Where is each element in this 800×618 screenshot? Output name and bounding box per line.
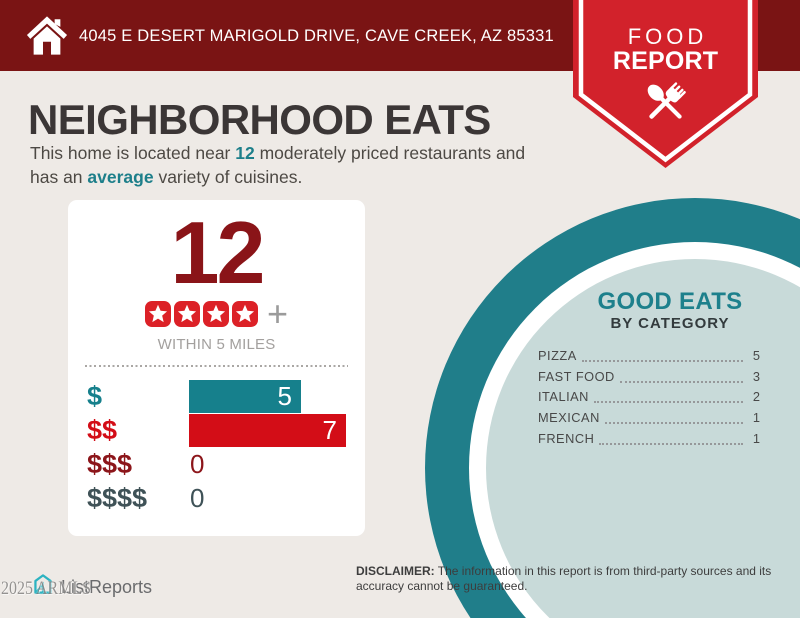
dashed-divider xyxy=(85,365,348,367)
disclaimer-line1: The information in this report is from t… xyxy=(437,564,772,578)
category-value: 2 xyxy=(752,389,760,405)
dotted-leader xyxy=(619,370,743,383)
intro-text: This home is located near 12 moderately … xyxy=(30,142,525,189)
disclaimer-label: DISCLAIMER: xyxy=(356,564,435,578)
intro-line2-pre: has an xyxy=(30,166,88,187)
price-row-1: $ 5 xyxy=(86,380,347,413)
price-row-3: $$$ 0 xyxy=(86,448,347,481)
spoon-fork-icon xyxy=(647,82,686,119)
price-tier-label: $ xyxy=(87,381,103,411)
category-value: 1 xyxy=(752,410,760,426)
category-label: FRENCH xyxy=(538,431,595,447)
restaurant-count: 12 xyxy=(170,203,266,302)
category-label: PIZZA xyxy=(538,347,577,363)
intro-count-highlight: 12 xyxy=(235,143,255,163)
mls-watermark: 2025 ARMLS xyxy=(1,578,92,599)
listreports-logo-icon xyxy=(34,574,52,594)
intro-line1-post: moderately priced restaurants and xyxy=(254,143,526,163)
star-icon xyxy=(144,301,171,327)
intro-line2-post: variety of cuisines. xyxy=(153,166,303,187)
home-icon xyxy=(26,16,68,55)
price-zero-value: 0 xyxy=(190,449,205,479)
price-tier-label: $$$$ xyxy=(87,483,148,513)
category-label: MEXICAN xyxy=(538,410,600,426)
intro-line1-pre: This home is located near xyxy=(30,143,236,163)
category-value: 5 xyxy=(752,347,760,363)
radius-label: WITHIN 5 MILES xyxy=(157,336,276,353)
category-value: 1 xyxy=(752,431,760,447)
plus-icon: + xyxy=(266,293,289,334)
property-address: 4045 E DESERT MARIGOLD DRIVE, CAVE CREEK… xyxy=(79,27,554,45)
dotted-leader xyxy=(581,349,743,362)
ribbon-title-food: FOOD xyxy=(627,24,708,49)
listreports-logo-text: ListReports xyxy=(61,577,153,597)
disclaimer-line2: accuracy cannot be guaranteed. xyxy=(356,579,528,593)
star-icon xyxy=(202,301,229,327)
star-icon xyxy=(173,301,200,327)
page-title: NEIGHBORHOOD EATS xyxy=(28,96,491,143)
price-zero-value: 0 xyxy=(190,483,205,513)
category-list: PIZZA 5 FAST FOOD 3 ITALIAN 2 MEXICAN 1 … xyxy=(538,345,760,449)
price-tier-label: $$$ xyxy=(87,449,133,479)
star-icon xyxy=(231,301,258,327)
category-row: PIZZA 5 xyxy=(538,345,760,366)
ribbon-title-report: REPORT xyxy=(612,47,719,75)
dotted-leader xyxy=(604,411,743,425)
dotted-leader xyxy=(599,432,743,446)
category-row: FRENCH 1 xyxy=(538,428,760,449)
ribbon-shape xyxy=(573,0,758,168)
price-bar: 5 xyxy=(189,380,301,413)
category-label: FAST FOOD xyxy=(538,368,615,384)
category-row: ITALIAN 2 xyxy=(538,387,760,408)
price-row-4: $$$$ 0 xyxy=(86,482,347,515)
dotted-leader xyxy=(593,390,743,404)
restaurant-summary-card: 12 + WITHIN 5 MILES $ 5 $$ 7 $$$ 0 $$$$ … xyxy=(68,200,365,536)
intro-average-highlight: average xyxy=(87,166,154,187)
category-row: MEXICAN 1 xyxy=(538,407,760,428)
price-tier-chart: $ 5 $$ 7 $$$ 0 $$$$ 0 xyxy=(86,380,347,516)
good-eats-subtitle: BY CATEGORY xyxy=(610,315,730,332)
price-row-2: $$ 7 xyxy=(86,414,347,447)
good-eats-title: GOOD EATS xyxy=(597,288,743,315)
category-label: ITALIAN xyxy=(538,389,589,405)
star-rating: + xyxy=(68,293,365,334)
category-value: 3 xyxy=(752,368,760,384)
category-row: FAST FOOD 3 xyxy=(538,366,760,387)
disclaimer-text: DISCLAIMER: The information in this repo… xyxy=(356,564,796,594)
price-tier-label: $$ xyxy=(87,415,118,445)
price-bar: 7 xyxy=(189,414,346,447)
food-report-banner: FOOD REPORT xyxy=(573,0,758,172)
